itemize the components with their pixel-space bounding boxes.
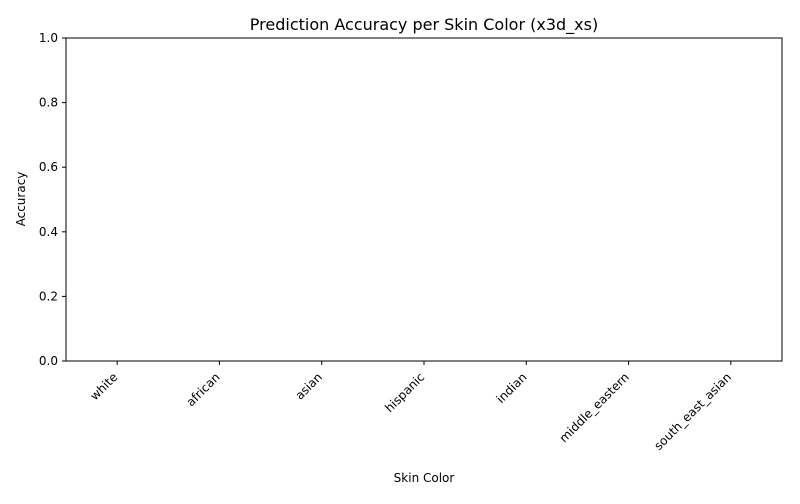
y-axis-ticks: 0.0 0.2 0.4 0.6 0.8 1.0: [39, 31, 66, 368]
y-tick-label: 0.6: [39, 160, 58, 174]
plot-frame: [65, 37, 783, 362]
x-tick-label: african: [184, 370, 223, 409]
y-tick-label: 0.8: [39, 96, 58, 110]
x-tick-label: asian: [293, 370, 325, 402]
x-axis-ticks: white african asian hispanic indian middle_ea…: [87, 361, 734, 453]
x-tick-label: hispanic: [382, 370, 427, 415]
x-tick-label: white: [87, 370, 120, 403]
x-tick-label: middle_eastern: [557, 370, 632, 445]
y-axis-label: Accuracy: [14, 172, 28, 227]
x-tick-label: indian: [494, 370, 530, 406]
y-tick-label: 0.4: [39, 225, 58, 239]
x-tick-label: south_east_asian: [651, 370, 734, 453]
x-axis-label: Skin Color: [394, 471, 455, 485]
y-tick-label: 0.0: [39, 354, 58, 368]
y-tick-label: 1.0: [39, 31, 58, 45]
chart-title: Prediction Accuracy per Skin Color (x3d_…: [250, 15, 598, 35]
y-tick-label: 0.2: [39, 289, 58, 303]
